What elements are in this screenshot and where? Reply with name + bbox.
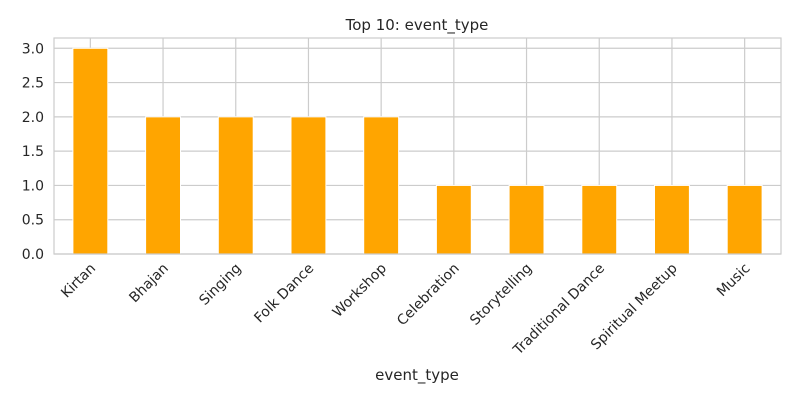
bars — [72, 47, 763, 255]
chart-title: Top 10: event_type — [345, 16, 489, 35]
bar-folk-dance — [290, 116, 327, 255]
bar-kirtan — [72, 47, 109, 255]
y-tick-label: 1.5 — [22, 144, 44, 160]
bar-workshop — [363, 116, 400, 255]
y-tick-label: 0.5 — [22, 213, 44, 229]
bar-music — [726, 184, 763, 255]
plot-frame — [53, 37, 782, 255]
y-tick-label: 2.0 — [22, 110, 44, 126]
y-tick-label: 3.0 — [22, 41, 44, 57]
bar-traditional-dance — [581, 184, 618, 255]
bar-storytelling — [508, 184, 545, 255]
y-tick-label: 2.5 — [22, 76, 44, 92]
y-tick-label: 0.0 — [22, 247, 44, 263]
bar-celebration — [435, 184, 472, 255]
x-axis-label: event_type — [375, 366, 459, 385]
bar-bhajan — [145, 116, 181, 255]
y-tick-label: 1.0 — [22, 178, 44, 194]
bar-singing — [217, 116, 254, 255]
bar-spiritual-meetup — [654, 184, 690, 255]
y-tick-labels: 0.0 0.5 1.0 1.5 2.0 2.5 3.0 — [22, 41, 44, 263]
